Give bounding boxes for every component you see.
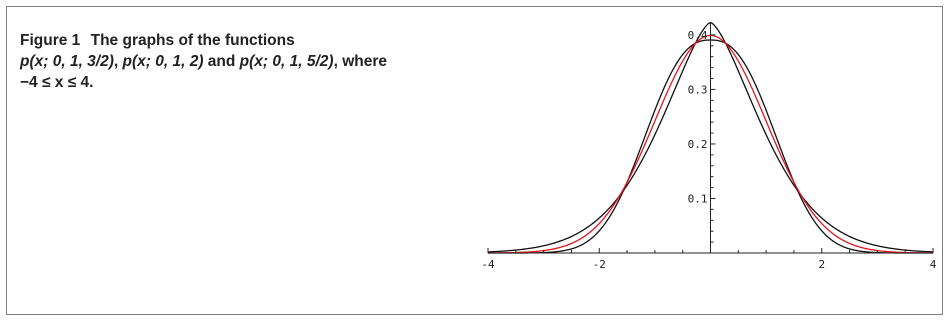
y-tick-label: 0.2 — [688, 138, 708, 151]
caption-sep-2: and — [203, 53, 240, 70]
caption-function-3: p(x; 0, 1, 5/2) — [239, 53, 334, 70]
density-chart: -4 -2 2 4 0.1 0.2 0.3 0.4 — [481, 21, 937, 271]
caption-function-2: p(x; 0, 1, 2) — [122, 53, 204, 70]
x-tick-label: 4 — [930, 258, 937, 271]
figure-frame — [6, 6, 943, 315]
y-tick-label: 0.4 — [688, 29, 708, 42]
caption-sep-1: , — [113, 53, 123, 70]
caption-text-2: , where — [333, 53, 387, 70]
figure-caption: Figure 1 The graphs of the functions p(x… — [20, 30, 480, 93]
caption-range: −4 ≤ x ≤ 4. — [20, 74, 94, 91]
caption-text-1: The graphs of the functions — [90, 32, 295, 49]
caption-function-1: p(x; 0, 1, 3/2) — [20, 53, 114, 70]
y-tick-label: 0.1 — [688, 192, 708, 205]
x-tick-label: 2 — [818, 258, 825, 271]
x-tick-label: -4 — [481, 258, 495, 271]
x-tick-label: -2 — [593, 258, 606, 271]
figure-label: Figure 1 — [20, 32, 81, 49]
y-tick-label: 0.3 — [688, 83, 708, 96]
